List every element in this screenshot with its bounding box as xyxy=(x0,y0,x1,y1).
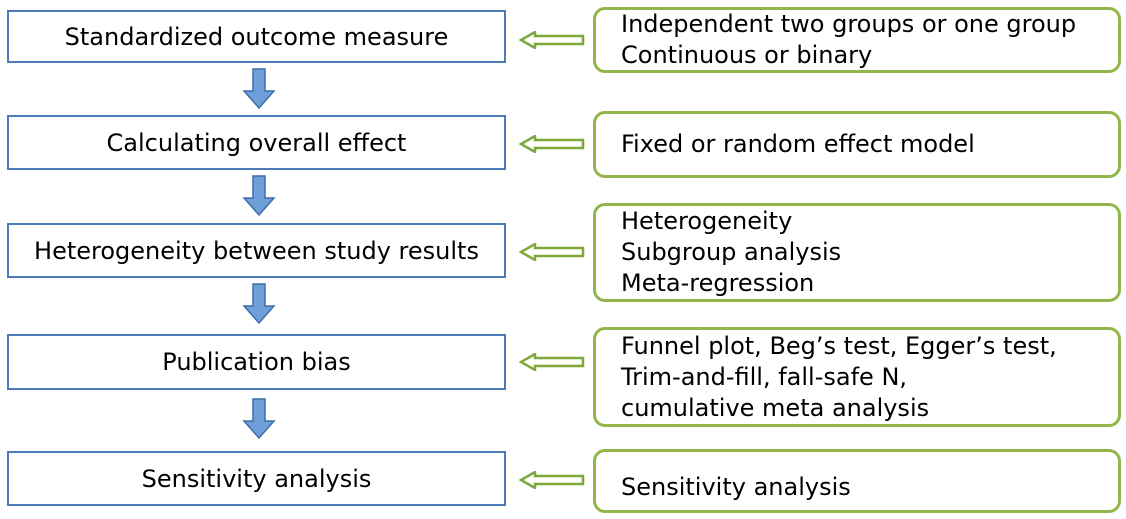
step-box-sensitivity: Sensitivity analysis xyxy=(7,451,506,506)
note-box-outcome-measure: Independent two groups or one group Cont… xyxy=(593,7,1121,73)
step-label: Sensitivity analysis xyxy=(141,464,372,493)
note-box-heterogeneity: Heterogeneity Subgroup analysis Meta-reg… xyxy=(593,203,1121,302)
step-box-heterogeneity: Heterogeneity between study results xyxy=(7,223,506,278)
note-line: Meta-regression xyxy=(621,269,815,297)
left-double-arrow-icon xyxy=(519,31,585,49)
step-label: Calculating overall effect xyxy=(106,128,407,157)
note-line: Funnel plot, Beg’s test, Egger’s test, xyxy=(621,331,1057,360)
step-box-outcome-measure: Standardized outcome measure xyxy=(7,10,506,63)
step-label: Publication bias xyxy=(162,348,351,376)
step-box-overall-effect: Calculating overall effect xyxy=(7,115,506,170)
note-line: Fixed or random effect model xyxy=(621,130,975,158)
note-box-sensitivity: Sensitivity analysis xyxy=(593,449,1121,513)
note-line: Trim-and-fill, fall-safe N, xyxy=(621,362,908,391)
left-double-arrow-icon xyxy=(519,243,585,261)
left-double-arrow-icon xyxy=(519,135,585,153)
left-double-arrow-icon xyxy=(519,471,585,489)
note-line: Independent two groups or one group xyxy=(621,10,1077,38)
down-arrow-icon xyxy=(242,283,276,325)
note-line: Heterogeneity xyxy=(621,207,793,235)
step-label: Heterogeneity between study results xyxy=(34,236,479,265)
note-line: Subgroup analysis xyxy=(621,238,842,266)
note-box-overall-effect: Fixed or random effect model xyxy=(593,111,1121,178)
note-box-publication-bias: Funnel plot, Beg’s test, Egger’s test, T… xyxy=(593,327,1121,427)
note-line: cumulative meta analysis xyxy=(621,393,930,422)
down-arrow-icon xyxy=(242,398,276,440)
note-line: Continuous or binary xyxy=(621,41,873,69)
down-arrow-icon xyxy=(242,68,276,110)
left-double-arrow-icon xyxy=(519,353,585,371)
down-arrow-icon xyxy=(242,175,276,217)
note-line: Sensitivity analysis xyxy=(621,472,851,501)
step-box-publication-bias: Publication bias xyxy=(7,334,506,390)
step-label: Standardized outcome measure xyxy=(64,22,449,51)
